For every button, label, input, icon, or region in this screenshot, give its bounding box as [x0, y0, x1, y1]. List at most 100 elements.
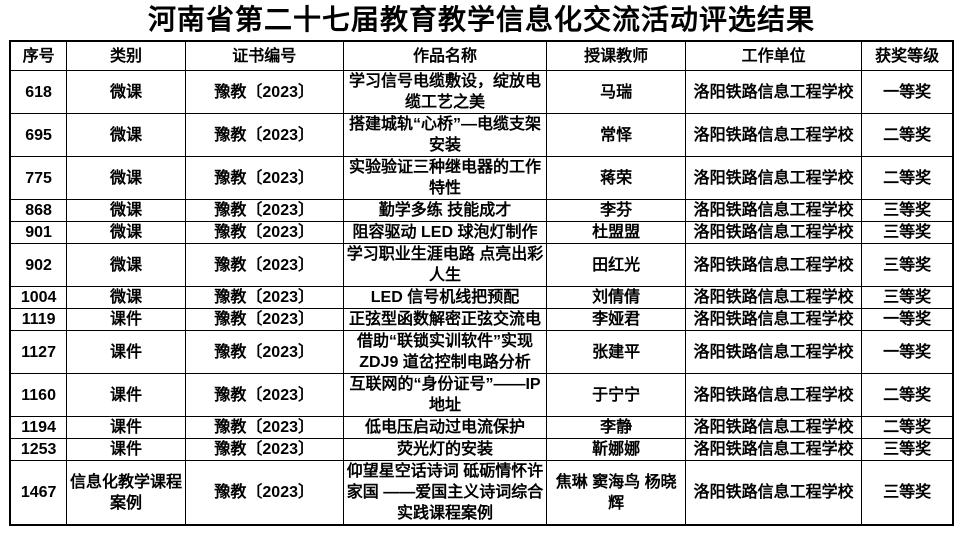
cell-teacher: 张建平: [546, 330, 687, 374]
results-table-body: 618 微课 豫教〔2023〕 学习信号电缆敷设，绽放电缆工艺之美 马瑞 洛阳铁路信息工程…: [9, 70, 954, 526]
cell-teacher: 马瑞: [546, 70, 687, 114]
table-row: 1194 课件 豫教〔2023〕 低电压启动过电流保护 李静 洛阳铁路信息工程学校 二等奖: [9, 416, 954, 439]
column-header-teacher: 授课教师: [546, 40, 687, 71]
cell-teacher: 李娅君: [546, 308, 687, 331]
cell-category: 课件: [66, 373, 186, 417]
cell-teacher: 刘倩倩: [546, 286, 687, 309]
column-header-category: 类别: [66, 40, 186, 71]
cell-no: 902: [9, 243, 68, 287]
cell-unit: 洛阳铁路信息工程学校: [685, 286, 863, 309]
cell-award: 一等奖: [861, 330, 954, 374]
cell-cert: 豫教〔2023〕: [184, 460, 344, 526]
cell-teacher: 常怿: [546, 113, 687, 157]
cell-work: 学习职业生涯电路 点亮出彩人生: [342, 243, 548, 287]
cell-teacher: 李芬: [546, 199, 687, 222]
column-header-cert: 证书编号: [184, 40, 344, 71]
cell-cert: 豫教〔2023〕: [184, 308, 344, 331]
table-row: 868 微课 豫教〔2023〕 勤学多练 技能成才 李芬 洛阳铁路信息工程学校 三等奖: [9, 199, 954, 222]
cell-cert: 豫教〔2023〕: [184, 330, 344, 374]
cell-cert: 豫教〔2023〕: [184, 438, 344, 461]
table-row: 1004 微课 豫教〔2023〕 LED 信号机线把预配 刘倩倩 洛阳铁路信息工程学校 三等…: [9, 286, 954, 309]
cell-work: 借助“联锁实训软件”实现 ZDJ9 道岔控制电路分析: [342, 330, 548, 374]
cell-category: 信息化教学课程案例: [66, 460, 186, 526]
table-row: 1119 课件 豫教〔2023〕 正弦型函数解密正弦交流电 李娅君 洛阳铁路信息工程学校一…: [9, 308, 954, 331]
cell-work: 学习信号电缆敷设，绽放电缆工艺之美: [342, 70, 548, 114]
cell-cert: 豫教〔2023〕: [184, 70, 344, 114]
cell-no: 1194: [9, 416, 68, 439]
cell-teacher: 田红光: [546, 243, 687, 287]
cell-work: 低电压启动过电流保护: [342, 416, 548, 439]
cell-work: 正弦型函数解密正弦交流电: [342, 308, 548, 331]
cell-teacher: 蒋荣: [546, 156, 687, 200]
results-table: 序号 类别 证书编号 作品名称 授课教师 工作单位 获奖等级 618 微课 豫教〔2023〕 学习…: [9, 40, 954, 526]
table-row: 618 微课 豫教〔2023〕 学习信号电缆敷设，绽放电缆工艺之美 马瑞 洛阳铁路信息工程…: [9, 70, 954, 114]
table-row: 1127 课件 豫教〔2023〕 借助“联锁实训软件”实现 ZDJ9 道岔控制电路分析…: [9, 330, 954, 374]
cell-award: 三等奖: [861, 243, 954, 287]
cell-no: 695: [9, 113, 68, 157]
cell-no: 1004: [9, 286, 68, 309]
cell-award: 三等奖: [861, 286, 954, 309]
cell-award: 一等奖: [861, 308, 954, 331]
cell-teacher: 杜盟盟: [546, 221, 687, 244]
cell-no: 1127: [9, 330, 68, 374]
cell-category: 微课: [66, 156, 186, 200]
cell-award: 二等奖: [861, 156, 954, 200]
cell-award: 一等奖: [861, 70, 954, 114]
column-header-award: 获奖等级: [861, 40, 954, 71]
cell-teacher: 靳娜娜: [546, 438, 687, 461]
cell-cert: 豫教〔2023〕: [184, 416, 344, 439]
cell-unit: 洛阳铁路信息工程学校: [685, 199, 863, 222]
cell-award: 三等奖: [861, 460, 954, 526]
cell-no: 1119: [9, 308, 68, 331]
cell-no: 901: [9, 221, 68, 244]
cell-work: LED 信号机线把预配: [342, 286, 548, 309]
cell-no: 1253: [9, 438, 68, 461]
cell-work: 搭建城轨“心桥”—电缆支架安装: [342, 113, 548, 157]
cell-award: 二等奖: [861, 416, 954, 439]
cell-no: 618: [9, 70, 68, 114]
table-row: 901 微课 豫教〔2023〕 阻容驱动 LED 球泡灯制作 杜盟盟 洛阳铁路信息工程学校…: [9, 221, 954, 244]
page-title: 河南省第二十七届教育教学信息化交流活动评选结果: [147, 4, 815, 35]
cell-award: 三等奖: [861, 221, 954, 244]
cell-award: 三等奖: [861, 199, 954, 222]
cell-cert: 豫教〔2023〕: [184, 113, 344, 157]
cell-no: 868: [9, 199, 68, 222]
table-row: 775 微课 豫教〔2023〕 实验验证三种继电器的工作特性 蒋荣 洛阳铁路信息工程学校二…: [9, 156, 954, 200]
cell-work: 实验验证三种继电器的工作特性: [342, 156, 548, 200]
table-row: 1467 信息化教学课程案例 豫教〔2023〕 仰望星空话诗词 砥砺情怀许家国 ——爱…: [9, 460, 954, 526]
cell-unit: 洛阳铁路信息工程学校: [685, 243, 863, 287]
cell-award: 三等奖: [861, 438, 954, 461]
cell-category: 课件: [66, 330, 186, 374]
cell-cert: 豫教〔2023〕: [184, 199, 344, 222]
cell-category: 微课: [66, 221, 186, 244]
cell-award: 二等奖: [861, 373, 954, 417]
table-header-row: 序号 类别 证书编号 作品名称 授课教师 工作单位 获奖等级: [9, 40, 954, 71]
cell-no: 1467: [9, 460, 68, 526]
cell-category: 课件: [66, 416, 186, 439]
cell-category: 微课: [66, 113, 186, 157]
cell-unit: 洛阳铁路信息工程学校: [685, 416, 863, 439]
cell-cert: 豫教〔2023〕: [184, 286, 344, 309]
cell-cert: 豫教〔2023〕: [184, 243, 344, 287]
cell-category: 课件: [66, 438, 186, 461]
cell-unit: 洛阳铁路信息工程学校: [685, 438, 863, 461]
cell-unit: 洛阳铁路信息工程学校: [685, 156, 863, 200]
cell-work: 勤学多练 技能成才: [342, 199, 548, 222]
cell-unit: 洛阳铁路信息工程学校: [685, 373, 863, 417]
cell-teacher: 于宁宁: [546, 373, 687, 417]
cell-cert: 豫教〔2023〕: [184, 221, 344, 244]
cell-category: 课件: [66, 308, 186, 331]
cell-category: 微课: [66, 199, 186, 222]
cell-unit: 洛阳铁路信息工程学校: [685, 113, 863, 157]
cell-unit: 洛阳铁路信息工程学校: [685, 70, 863, 114]
cell-no: 1160: [9, 373, 68, 417]
cell-category: 微课: [66, 70, 186, 114]
cell-no: 775: [9, 156, 68, 200]
cell-work: 阻容驱动 LED 球泡灯制作: [342, 221, 548, 244]
column-header-work: 作品名称: [342, 40, 548, 71]
column-header-unit: 工作单位: [685, 40, 863, 71]
cell-cert: 豫教〔2023〕: [184, 156, 344, 200]
cell-work: 互联网的“身份证号”——IP 地址: [342, 373, 548, 417]
cell-unit: 洛阳铁路信息工程学校: [685, 221, 863, 244]
